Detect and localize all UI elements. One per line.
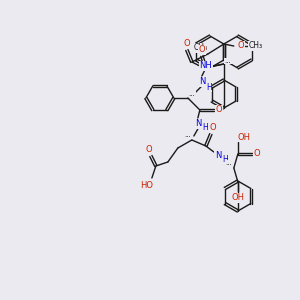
Text: H: H <box>222 155 228 164</box>
Text: ...: ... <box>184 132 191 138</box>
Text: O: O <box>209 124 216 133</box>
Text: ...: ... <box>226 160 232 166</box>
Text: O: O <box>254 149 260 158</box>
Text: H: H <box>202 124 208 133</box>
Text: CH₃: CH₃ <box>194 44 208 52</box>
Text: NH: NH <box>200 61 212 70</box>
Text: HO: HO <box>140 181 153 190</box>
Text: O: O <box>238 41 244 50</box>
Text: H: H <box>206 82 212 91</box>
Text: N: N <box>199 77 205 86</box>
Text: OH: OH <box>237 133 250 142</box>
Text: N: N <box>195 119 201 128</box>
Text: ...: ... <box>188 91 195 97</box>
Text: O: O <box>146 145 152 154</box>
Text: O: O <box>199 46 205 55</box>
Text: N: N <box>215 152 221 160</box>
Text: O: O <box>215 106 222 115</box>
Text: OH: OH <box>231 194 244 202</box>
Text: CH₃: CH₃ <box>249 41 263 50</box>
Text: ...: ... <box>224 58 231 64</box>
Text: O: O <box>184 40 190 49</box>
